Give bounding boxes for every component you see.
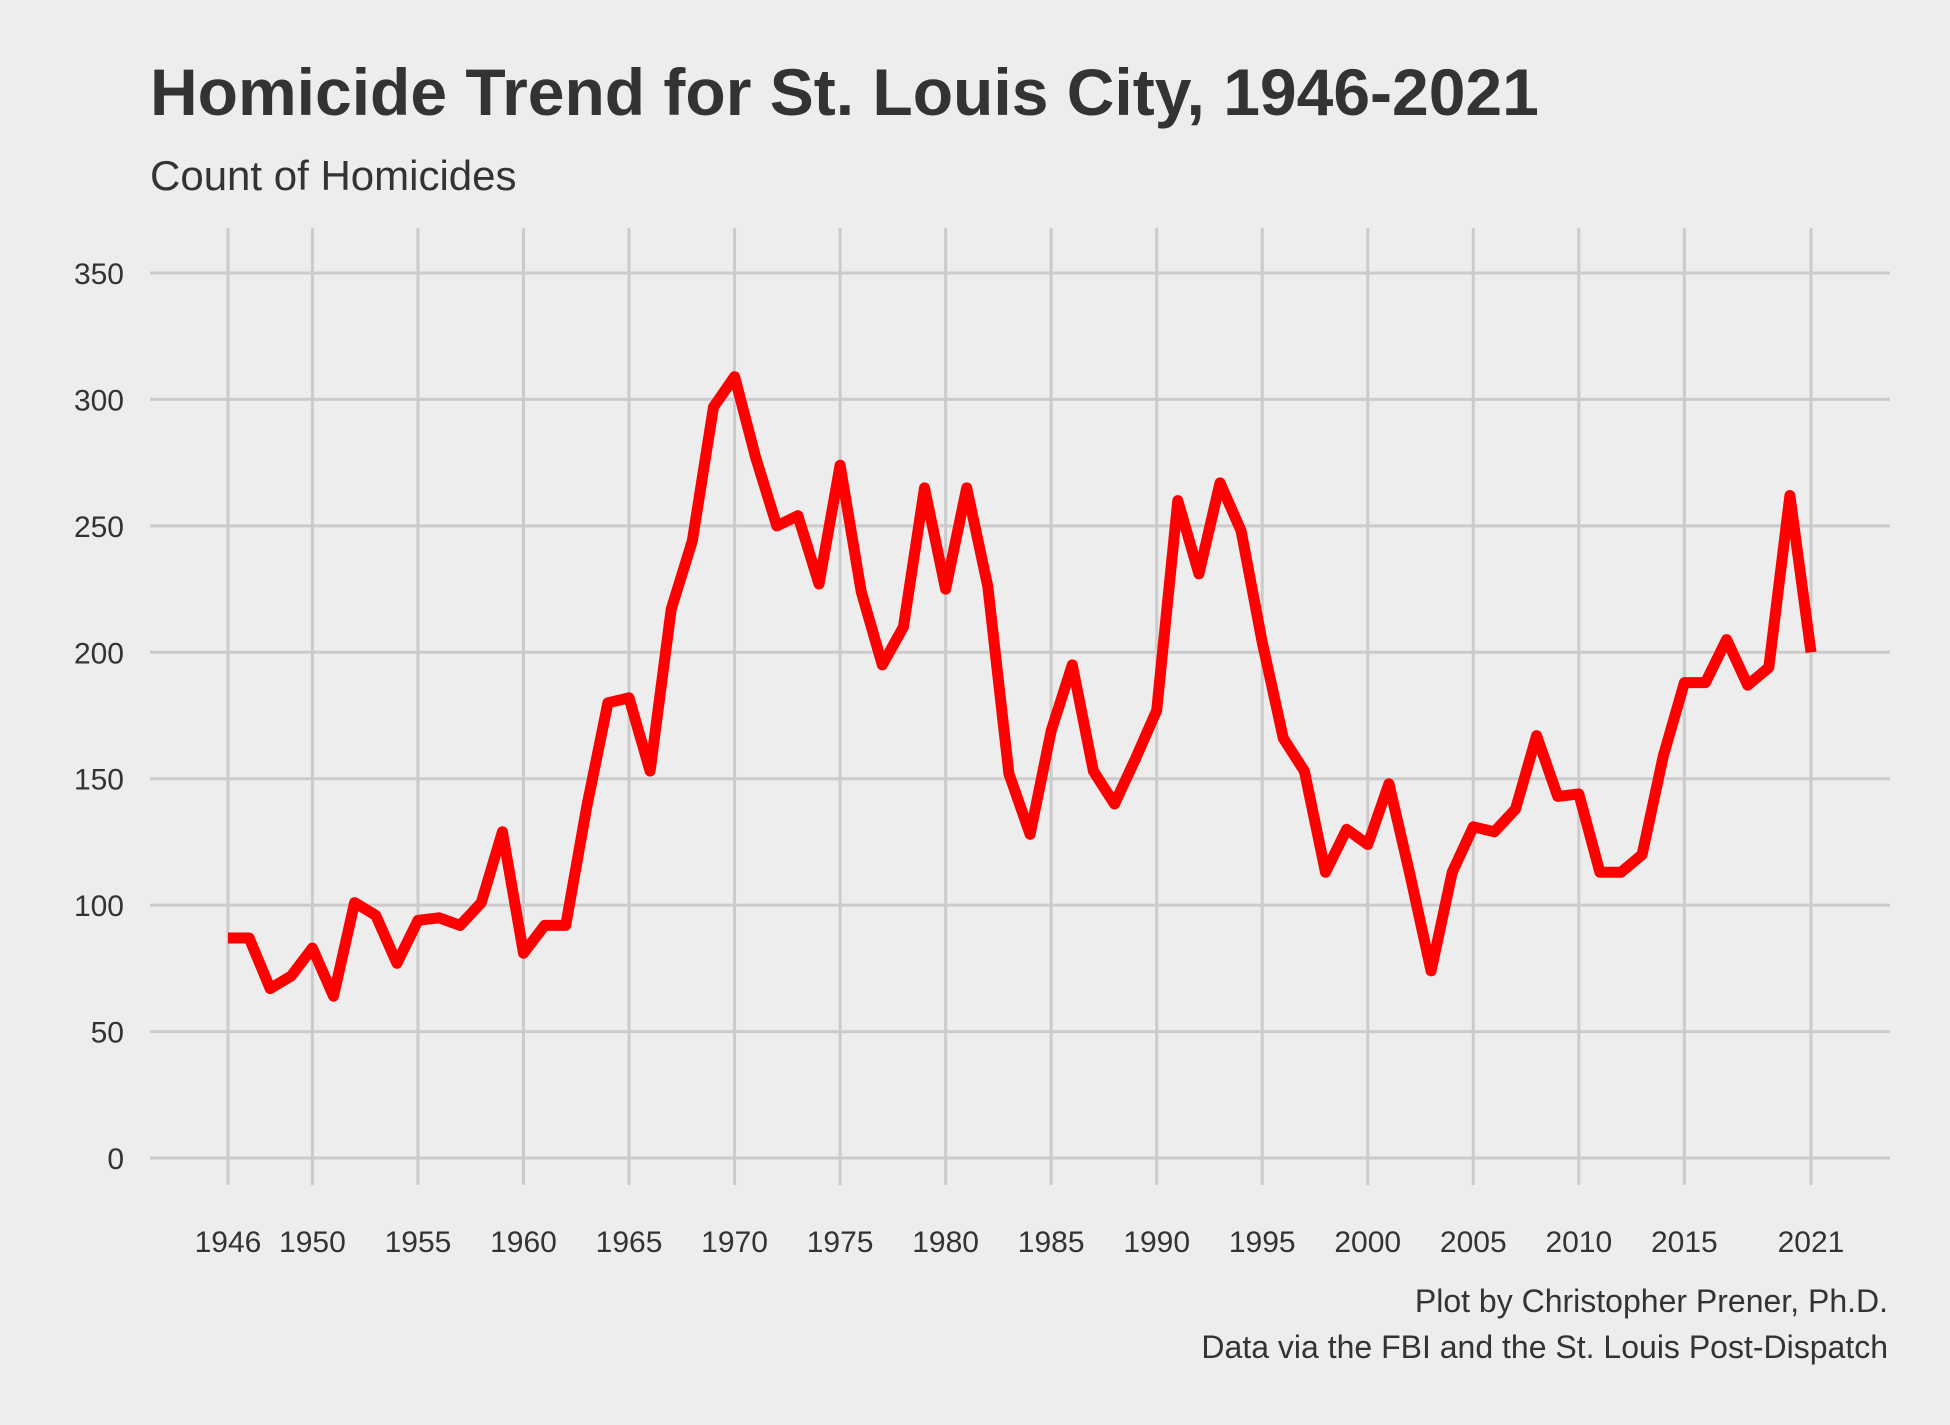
x-tick-label-1950: 1950 <box>279 1226 346 1259</box>
grid <box>150 228 1890 1185</box>
x-tick-label-2010: 2010 <box>1545 1226 1612 1259</box>
y-tick-label-150: 150 <box>74 764 124 797</box>
caption-line-1: Plot by Christopher Prener, Ph.D. <box>1415 1283 1888 1319</box>
x-tick-label-2005: 2005 <box>1440 1226 1507 1259</box>
y-tick-label-300: 300 <box>74 384 124 417</box>
x-tick-label-1946: 1946 <box>195 1226 262 1259</box>
y-tick-label-0: 0 <box>107 1143 124 1176</box>
x-tick-label-1985: 1985 <box>1018 1226 1085 1259</box>
x-tick-label-2015: 2015 <box>1651 1226 1718 1259</box>
caption-line-2: Data via the FBI and the St. Louis Post-… <box>1201 1329 1888 1365</box>
y-tick-label-200: 200 <box>74 637 124 670</box>
y-tick-label-100: 100 <box>74 890 124 923</box>
y-tick-label-50: 50 <box>91 1017 124 1050</box>
x-axis-tick-labels: 1946 1950 1955 1960 1965 1970 1975 1980 1985 1990… <box>195 1226 1845 1259</box>
x-tick-label-2021: 2021 <box>1778 1226 1845 1259</box>
data-series <box>228 371 1817 1002</box>
x-tick-label-1960: 1960 <box>490 1226 557 1259</box>
y-tick-label-250: 250 <box>74 511 124 544</box>
x-tick-label-1990: 1990 <box>1123 1226 1190 1259</box>
x-tick-label-1970: 1970 <box>701 1226 768 1259</box>
x-tick-label-1975: 1975 <box>807 1226 874 1259</box>
x-tick-label-1965: 1965 <box>596 1226 663 1259</box>
y-tick-label-350: 350 <box>74 258 124 291</box>
x-tick-label-1995: 1995 <box>1229 1226 1296 1259</box>
series-line-0 <box>228 371 1817 1002</box>
x-tick-label-2000: 2000 <box>1334 1226 1401 1259</box>
x-tick-label-1980: 1980 <box>912 1226 979 1259</box>
x-tick-label-1955: 1955 <box>385 1226 452 1259</box>
chart-subtitle: Count of Homicides <box>150 152 517 199</box>
chart-title: Homicide Trend for St. Louis City, 1946-… <box>150 55 1539 129</box>
y-axis-tick-labels: 0 50 100 150 200 250 300 350 <box>74 258 124 1176</box>
